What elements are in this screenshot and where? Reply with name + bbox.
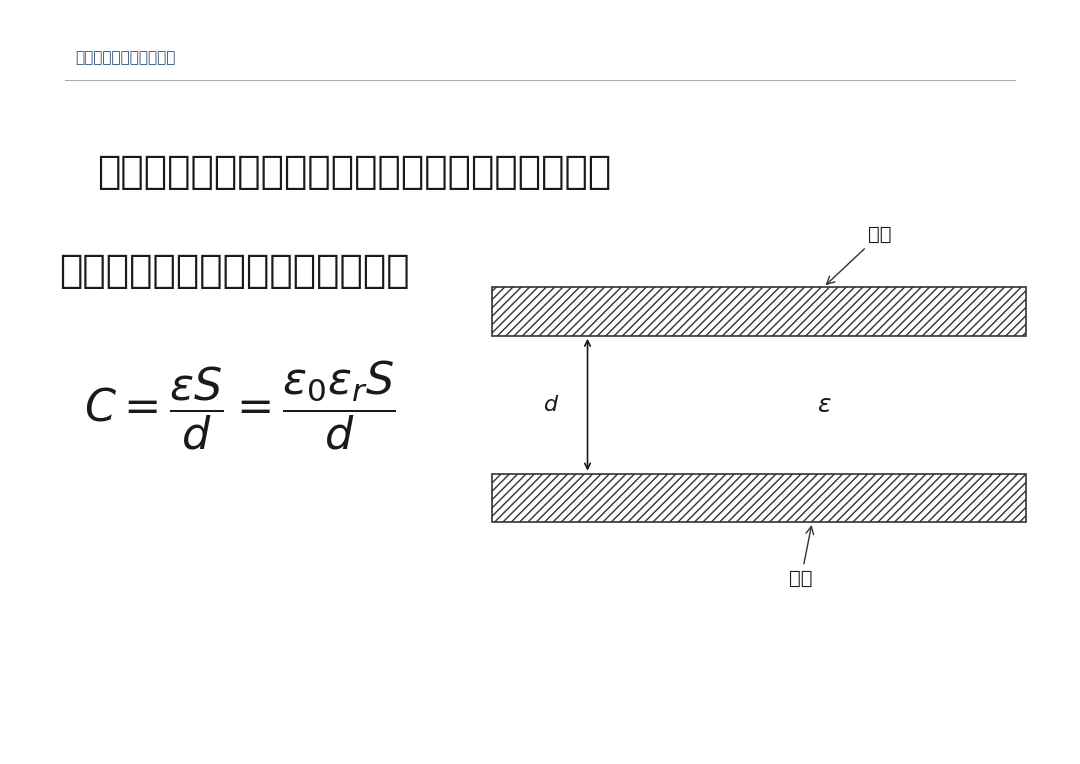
Text: 这里以平行板电容器为例，说明电容式传感器的工: 这里以平行板电容器为例，说明电容式传感器的工 (97, 153, 611, 191)
Text: ε: ε (816, 393, 831, 416)
Text: 作原理。平行板电容器的电容量为: 作原理。平行板电容器的电容量为 (59, 252, 410, 290)
Text: d: d (544, 395, 558, 415)
Text: $C = \dfrac{\varepsilon S}{d} = \dfrac{\varepsilon_0 \varepsilon_r S}{d}$: $C = \dfrac{\varepsilon S}{d} = \dfrac{\… (83, 358, 395, 452)
Text: 物联网传感器技术与应用: 物联网传感器技术与应用 (76, 50, 176, 65)
Bar (492, 287, 1026, 336)
Bar (492, 474, 1026, 522)
Text: 电极: 电极 (789, 526, 813, 588)
Text: 电极: 电极 (826, 225, 891, 284)
